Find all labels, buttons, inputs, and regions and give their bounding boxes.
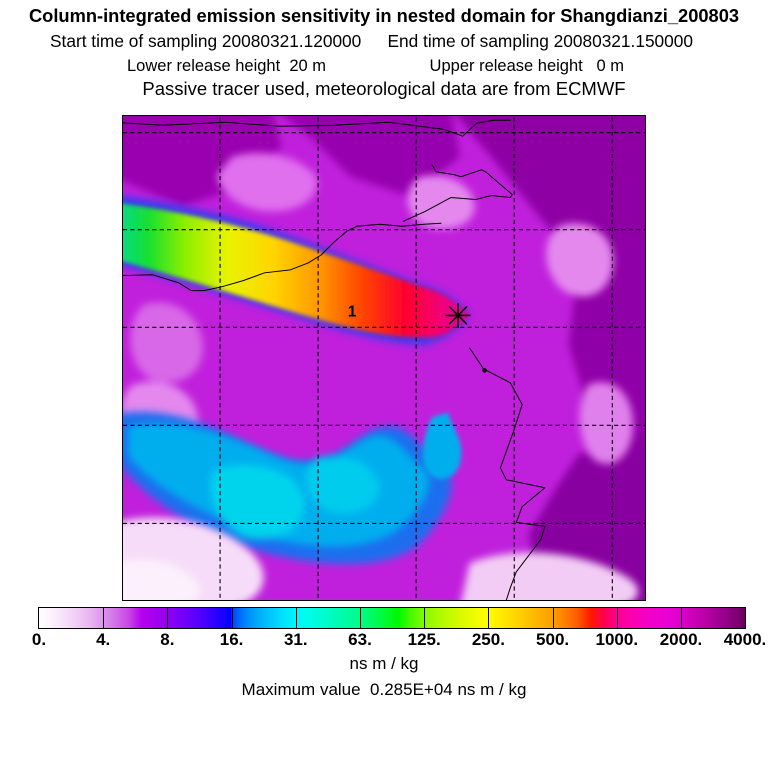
svg-text:1: 1: [348, 303, 357, 320]
